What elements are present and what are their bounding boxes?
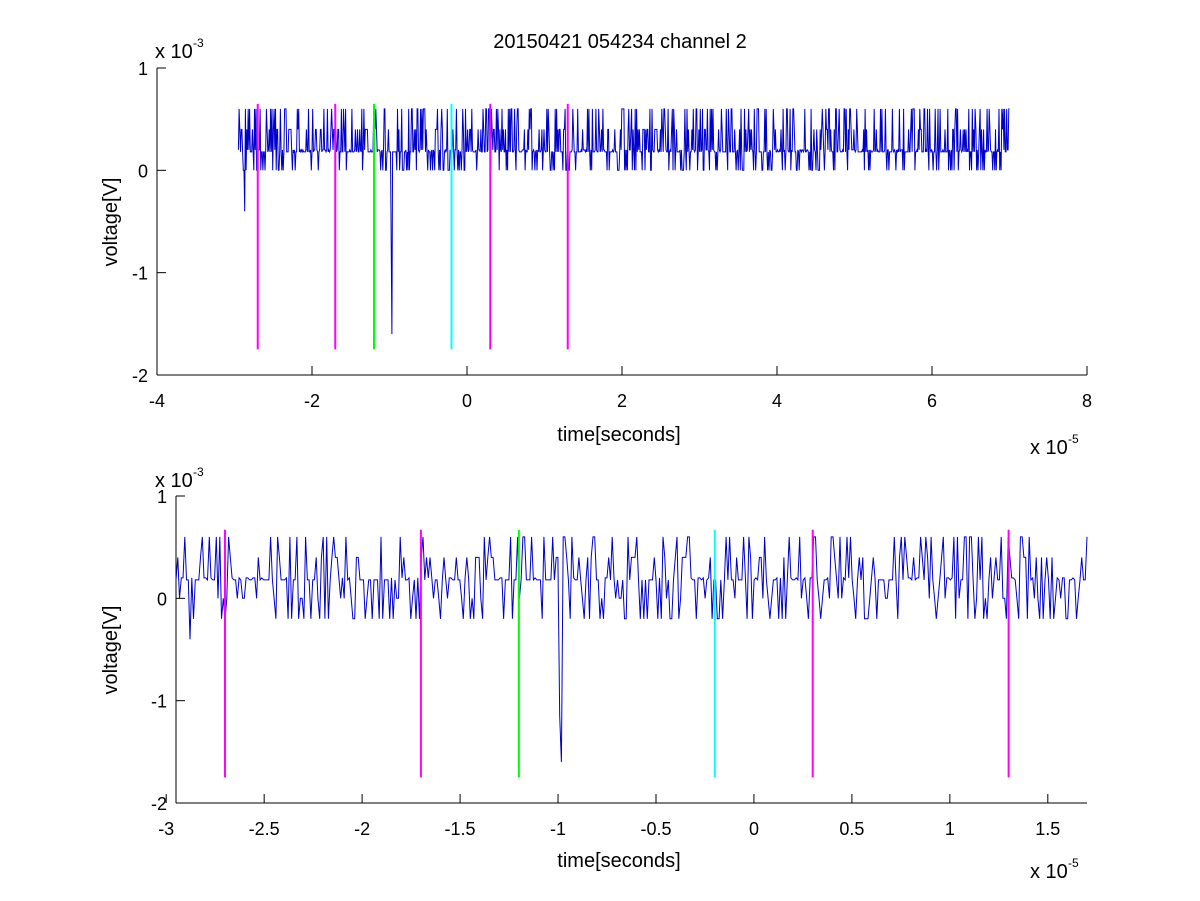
y-tick-label: -1 bbox=[132, 264, 148, 284]
y-tick-label: 0 bbox=[138, 161, 148, 181]
x-exponent-label: x 10 bbox=[1030, 437, 1068, 459]
x-tick-label: 2 bbox=[617, 391, 627, 411]
y-exponent-power: -3 bbox=[193, 36, 204, 50]
y-exponent-label: x 10 bbox=[155, 470, 193, 492]
y-exponent-power: -3 bbox=[193, 465, 204, 479]
x-tick-label: -2.5 bbox=[249, 819, 280, 839]
x-exponent-label: x 10 bbox=[1030, 861, 1068, 883]
x-tick-label: 8 bbox=[1082, 391, 1092, 411]
x-tick-label: -1.5 bbox=[445, 819, 476, 839]
chart-title: 20150421 054234 channel 2 bbox=[493, 31, 747, 53]
y-exponent-label: x 10 bbox=[155, 41, 193, 63]
x-tick-label: 1 bbox=[945, 819, 955, 839]
y-tick-label: 1 bbox=[138, 59, 148, 79]
x-tick-label: 0 bbox=[462, 391, 472, 411]
signal-series-line bbox=[237, 108, 1010, 335]
x-tick-label: 4 bbox=[772, 391, 782, 411]
top-plot-panel: -4 -2 0 2 4 6 810-1-2time[seconds]voltage[V]x … bbox=[100, 36, 1092, 459]
x-exponent-power: -5 bbox=[1068, 432, 1079, 446]
y-tick-label: -2 bbox=[132, 366, 148, 386]
y-tick-label: -1 bbox=[151, 692, 167, 712]
y-tick-label: 1 bbox=[157, 487, 167, 507]
x-tick-label: 6 bbox=[927, 391, 937, 411]
x-tick-label: 0.5 bbox=[839, 819, 864, 839]
x-tick-label: 1.5 bbox=[1035, 819, 1060, 839]
x-tick-label: -4 bbox=[149, 391, 165, 411]
signal-series-line bbox=[175, 536, 1088, 763]
y-tick-label: -2 bbox=[151, 794, 167, 814]
x-axis-label: time[seconds] bbox=[557, 424, 680, 446]
bottom-plot-panel: -3 -2.5 -2 -1.5 -1 -0.5 0 0.5 1 1.5 1 0 -1 -2 time[sec… bbox=[100, 465, 1088, 883]
y-tick-label: 0 bbox=[157, 589, 167, 609]
y-axis-label: voltage[V] bbox=[100, 178, 122, 267]
x-tick-label: -3 bbox=[158, 819, 174, 839]
x-axis-label: time[seconds] bbox=[557, 850, 680, 872]
x-exponent-power: -5 bbox=[1068, 856, 1079, 870]
x-tick-label: -2 bbox=[354, 819, 370, 839]
x-tick-label: -1 bbox=[550, 819, 566, 839]
x-tick-label: -2 bbox=[304, 391, 320, 411]
x-tick-label: -0.5 bbox=[640, 819, 671, 839]
x-tick-label: 0 bbox=[749, 819, 759, 839]
y-axis-label: voltage[V] bbox=[100, 606, 122, 695]
